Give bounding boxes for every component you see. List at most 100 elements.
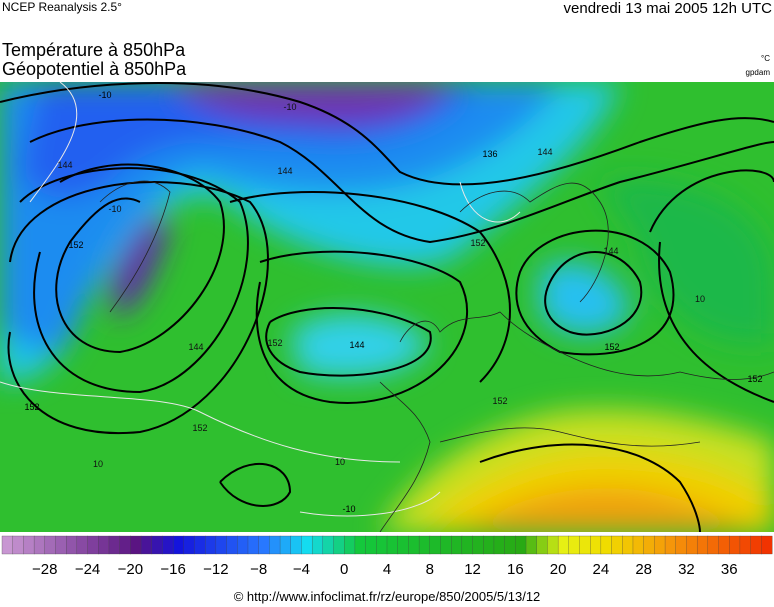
colorbar-cell bbox=[429, 535, 441, 555]
colorbar-label: 36 bbox=[721, 561, 738, 578]
colorbar-cell bbox=[707, 535, 719, 555]
contour-label: 10 bbox=[335, 457, 345, 467]
temperature-contours bbox=[0, 82, 521, 517]
colorbar-cell bbox=[333, 535, 345, 555]
colorbar-cell bbox=[162, 535, 174, 555]
colorbar-cell bbox=[119, 535, 131, 555]
contour-label: 152 bbox=[68, 240, 83, 250]
contour-label: 144 bbox=[349, 340, 364, 350]
colorbar-cell bbox=[194, 535, 206, 555]
contour-label: 152 bbox=[267, 338, 282, 348]
geopotential-contours bbox=[0, 82, 774, 532]
colorbar-cell bbox=[579, 535, 591, 555]
colorbar-cell bbox=[525, 535, 538, 555]
contour-label: 144 bbox=[537, 147, 552, 157]
colorbar-label: 24 bbox=[593, 561, 610, 578]
colorbar-cell bbox=[761, 535, 773, 555]
colorbar-cell bbox=[279, 535, 292, 555]
colorbar-cell bbox=[718, 535, 730, 555]
colorbar-cell bbox=[55, 535, 67, 555]
colorbar-label: 12 bbox=[464, 561, 481, 578]
colorbar-label: −24 bbox=[75, 561, 100, 578]
colorbar-cell bbox=[183, 535, 195, 555]
colorbar-cell bbox=[322, 535, 334, 555]
colorbar-label: 20 bbox=[550, 561, 567, 578]
colorbar-cell bbox=[344, 535, 356, 555]
colorbar-cell bbox=[590, 535, 602, 555]
colorbar-cell bbox=[696, 535, 709, 555]
colorbar-cell bbox=[44, 535, 56, 555]
contour-label: 144 bbox=[188, 342, 203, 352]
title: Géopotentiel à 850hPa bbox=[2, 59, 187, 79]
colorbar-cell bbox=[686, 535, 698, 555]
colorbar-cell bbox=[311, 535, 324, 555]
colorbar-cell bbox=[547, 535, 559, 555]
colorbar-label: −12 bbox=[203, 561, 228, 578]
source: NCEP Reanalysis 2.5° bbox=[2, 0, 122, 14]
colorbar-label: 8 bbox=[426, 561, 434, 578]
colorbar-cell bbox=[664, 535, 677, 555]
title: Température à 850hPa bbox=[2, 40, 186, 60]
colorbar-cell bbox=[301, 535, 313, 555]
colorbar-cell bbox=[654, 535, 666, 555]
unit: gpdam bbox=[745, 68, 770, 77]
colorbar-cell bbox=[269, 535, 281, 555]
contour-label: 136 bbox=[482, 149, 497, 159]
colorbar-cell bbox=[1, 535, 14, 555]
colorbar-cell bbox=[12, 535, 24, 555]
contour-label: 10 bbox=[695, 294, 705, 304]
contour-label: 144 bbox=[277, 166, 292, 176]
colorbar-cell bbox=[483, 535, 495, 555]
unit: °C bbox=[761, 54, 770, 63]
colorbar-cell bbox=[632, 535, 645, 555]
colorbar-label: −8 bbox=[250, 561, 267, 578]
contour-label: 144 bbox=[603, 246, 618, 256]
colorbar-cell bbox=[739, 535, 752, 555]
colorbar-cell bbox=[557, 535, 570, 555]
colorbar-cell bbox=[611, 535, 623, 555]
colorbar-cell bbox=[140, 535, 153, 555]
contour-label: 152 bbox=[24, 402, 39, 412]
colorbar-cell bbox=[440, 535, 452, 555]
colorbar-label: 32 bbox=[678, 561, 695, 578]
colorbar-label: 0 bbox=[340, 561, 348, 578]
colorbar-label: 4 bbox=[383, 561, 391, 578]
colorbar-cell bbox=[87, 535, 99, 555]
contour-label: -10 bbox=[98, 90, 111, 100]
colorbar-cell bbox=[66, 535, 78, 555]
colorbar-cell bbox=[397, 535, 409, 555]
contour-label: 144 bbox=[57, 160, 72, 170]
colorbar-cell bbox=[408, 535, 420, 555]
colorbar-cell bbox=[675, 535, 687, 555]
colorbar-cell bbox=[108, 535, 121, 555]
colorbar-cell bbox=[504, 535, 516, 555]
contour-label: 10 bbox=[93, 459, 103, 469]
colorbar-cell bbox=[622, 535, 634, 555]
colorbar-cell bbox=[729, 535, 741, 555]
colorbar-label: −4 bbox=[293, 561, 310, 578]
colorbar-cell bbox=[472, 535, 484, 555]
colorbar-label: −28 bbox=[32, 561, 57, 578]
colorbar-cell bbox=[23, 535, 35, 555]
colorbar-cell bbox=[536, 535, 548, 555]
contour-label: 152 bbox=[470, 238, 485, 248]
colorbar-cell bbox=[354, 535, 367, 555]
colorbar-cell bbox=[172, 535, 185, 555]
map: -10 144 -10 152 144 144 136 144 152 144 152 144 152 1… bbox=[0, 82, 774, 532]
colorbar-cell bbox=[215, 535, 228, 555]
colorbar-cell bbox=[247, 535, 260, 555]
date: vendredi 13 mai 2005 12h UTC bbox=[563, 0, 772, 17]
colorbar-cell bbox=[376, 535, 388, 555]
contour-label: 152 bbox=[604, 342, 619, 352]
colorbar-cell bbox=[493, 535, 506, 555]
colorbar-cell bbox=[600, 535, 613, 555]
colorbar-cell bbox=[226, 535, 238, 555]
colorbar: −28 −24 −20 −16 −12 −8 −4 0 4 8 12 16 20 24 28 32 36 bbox=[1, 535, 773, 578]
contour-labels: -10 144 -10 152 144 144 136 144 152 144 152 144 152 1… bbox=[24, 90, 762, 514]
colorbar-cell bbox=[33, 535, 46, 555]
colorbar-cell bbox=[237, 535, 249, 555]
contour-label: -10 bbox=[342, 504, 355, 514]
temperature-field bbox=[0, 82, 774, 532]
contour-label: -10 bbox=[108, 204, 121, 214]
